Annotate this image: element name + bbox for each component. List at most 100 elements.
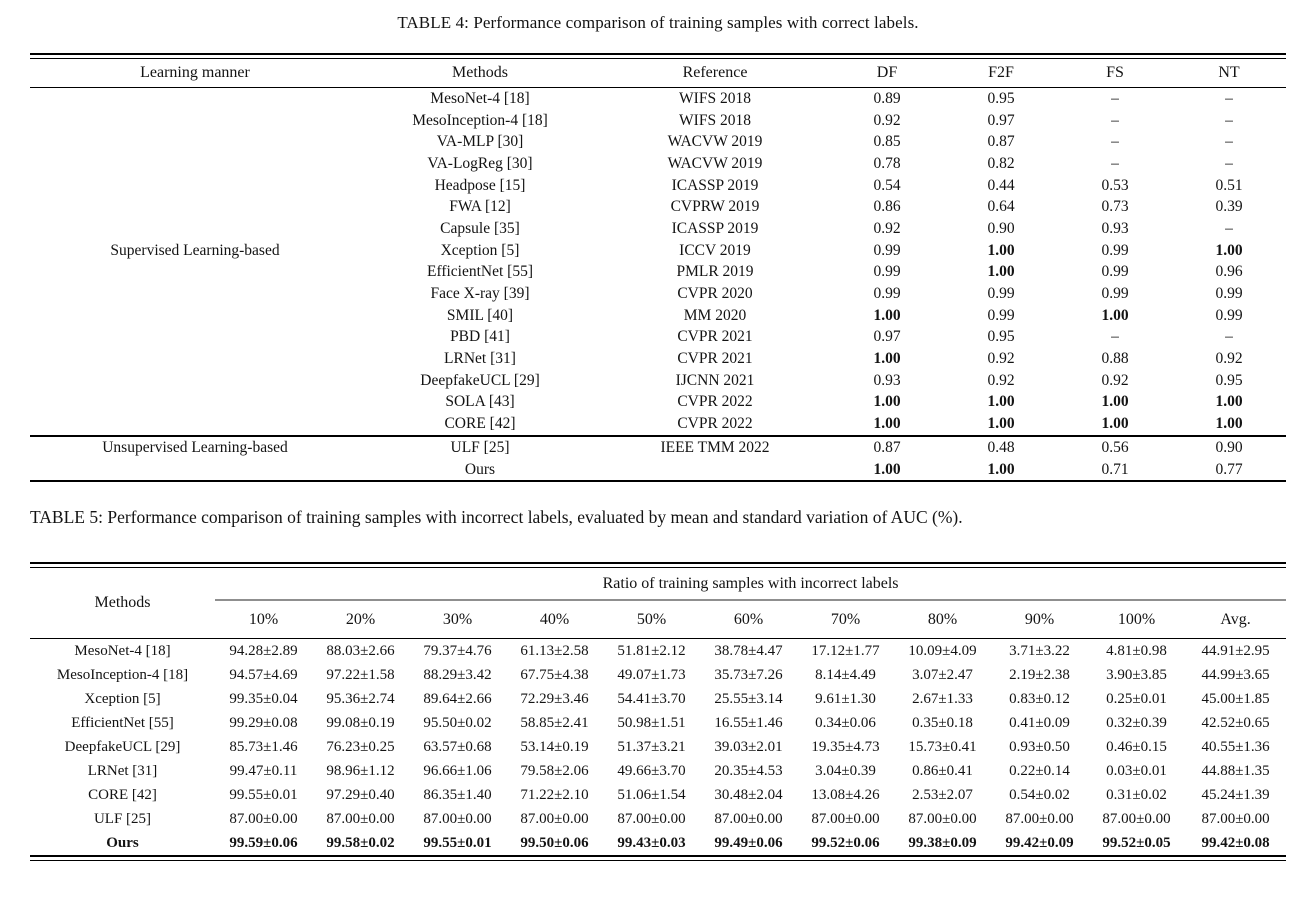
value-cell: 67.75±4.38 — [520, 666, 589, 683]
value-cell: 0.77 — [1215, 460, 1243, 478]
column-header-70pct: 70% — [797, 600, 894, 640]
learning-manner-cell — [30, 327, 360, 349]
reference-cell: WIFS 2018 — [679, 111, 751, 129]
column-header-30pct: 30% — [409, 600, 506, 640]
value-cell: 99.52±0.06 — [811, 834, 880, 851]
value-cell: 44.91±2.95 — [1201, 642, 1270, 659]
column-header-40pct: 40% — [506, 600, 603, 640]
value-cell: 58.85±2.41 — [520, 714, 589, 731]
learning-manner-cell — [30, 413, 360, 437]
table-row: SMIL [40] MM 2020 1.00 0.99 1.00 0.99 — [30, 305, 1286, 327]
value-cell: 96.66±1.06 — [423, 762, 492, 779]
value-cell: 45.00±1.85 — [1201, 690, 1270, 707]
value-cell: 88.03±2.66 — [326, 642, 395, 659]
reference-cell: WACVW 2019 — [667, 154, 763, 172]
value-cell: 99.52±0.05 — [1102, 834, 1171, 851]
method-cell: CORE [42] — [360, 413, 600, 437]
span-header-ratio: Ratio of training samples with incorrect… — [215, 568, 1287, 602]
value-cell: 86.35±1.40 — [423, 786, 492, 803]
value-cell: 0.99 — [1101, 263, 1129, 281]
value-cell: 0.96 — [1215, 263, 1243, 281]
table-row: MesoNet-4 [18] WIFS 2018 0.89 0.95 – – — [30, 88, 1286, 110]
value-cell: 38.78±4.47 — [714, 642, 783, 659]
value-cell: 87.00±0.00 — [326, 810, 395, 827]
value-cell: 44.88±1.35 — [1201, 762, 1270, 779]
value-cell: 2.67±1.33 — [912, 690, 973, 707]
table5-caption: TABLE 5: Performance comparison of train… — [30, 507, 963, 528]
column-header-100pct: 100% — [1088, 600, 1185, 640]
table-row: DeepfakeUCL [29] 85.73±1.46 76.23±0.25 63.5… — [30, 735, 1286, 759]
value-cell: 0.93 — [1101, 219, 1129, 237]
learning-manner-cell — [30, 392, 360, 414]
table-row: MesoInception-4 [18] 94.57±4.69 97.22±1.58… — [30, 663, 1286, 687]
value-cell: – — [1225, 154, 1233, 172]
value-cell: – — [1225, 111, 1233, 129]
value-cell: – — [1111, 111, 1119, 129]
value-cell: 0.95 — [1215, 371, 1243, 389]
method-cell: ULF [25] — [450, 438, 510, 456]
value-cell: 0.54±0.02 — [1009, 786, 1070, 803]
table-row: MesoNet-4 [18] 94.28±2.89 88.03±2.66 79.37±… — [30, 639, 1286, 664]
value-cell: 0.22±0.14 — [1009, 762, 1070, 779]
value-cell: – — [1225, 133, 1233, 151]
value-cell: 0.99 — [873, 263, 901, 281]
value-cell: 0.92 — [873, 219, 901, 237]
value-cell: 0.03±0.01 — [1106, 762, 1167, 779]
reference-cell: CVPR 2022 — [677, 393, 753, 411]
value-cell: 3.07±2.47 — [912, 666, 973, 683]
reference-cell: ICASSP 2019 — [671, 219, 759, 237]
method-cell: FWA [12] — [449, 198, 511, 216]
table-row: PBD [41] CVPR 2021 0.97 0.95 – – — [30, 327, 1286, 349]
value-cell: 0.85 — [873, 133, 901, 151]
value-cell: 0.54 — [873, 176, 901, 194]
value-cell: 99.35±0.04 — [229, 690, 298, 707]
table-row: CORE [42] CVPR 2022 1.00 1.00 1.00 1.00 — [30, 413, 1286, 437]
method-cell: Headpose [15] — [434, 176, 526, 194]
value-cell: 87.00±0.00 — [908, 810, 977, 827]
value-cell: 1.00 — [873, 393, 901, 411]
value-cell: 87.00±0.00 — [714, 810, 783, 827]
value-cell: 35.73±7.26 — [714, 666, 783, 683]
value-cell: 0.99 — [1101, 285, 1129, 303]
table-row: VA-MLP [30] WACVW 2019 0.85 0.87 – – — [30, 131, 1286, 153]
value-cell: – — [1111, 154, 1119, 172]
value-cell: 0.73 — [1101, 198, 1129, 216]
value-cell: 99.43±0.03 — [617, 834, 686, 851]
learning-manner-cell — [30, 131, 360, 153]
method-cell: VA-LogReg [30] — [427, 154, 533, 172]
learning-manner-cell — [30, 88, 360, 110]
learning-manner-cell — [30, 459, 360, 482]
value-cell: 50.98±1.51 — [617, 714, 686, 731]
table-row: DeepfakeUCL [29] IJCNN 2021 0.93 0.92 0.92 0.… — [30, 370, 1286, 392]
method-cell: MesoNet-4 [18] — [430, 89, 530, 107]
table4-header-row: Learning manner Methods Reference DF F2F… — [30, 59, 1286, 88]
value-cell: 2.19±2.38 — [1009, 666, 1070, 683]
value-cell: 99.59±0.06 — [229, 834, 298, 851]
value-cell: 0.48 — [987, 438, 1015, 456]
method-cell: LRNet [31] — [444, 350, 516, 368]
value-cell: 45.24±1.39 — [1201, 786, 1270, 803]
table5-bottom-rule — [30, 855, 1286, 862]
method-cell: SMIL [40] — [446, 306, 514, 324]
value-cell: 0.86±0.41 — [912, 762, 973, 779]
table-row: SOLA [43] CVPR 2022 1.00 1.00 1.00 1.00 — [30, 392, 1286, 414]
table-row: LRNet [31] CVPR 2021 1.00 0.92 0.88 0.92 — [30, 348, 1286, 370]
value-cell: 98.96±1.12 — [326, 762, 395, 779]
value-cell: 0.97 — [873, 328, 901, 346]
method-cell: SOLA [43] — [445, 393, 515, 411]
value-cell: 99.42±0.09 — [1005, 834, 1074, 851]
column-header-methods: Methods — [360, 59, 600, 88]
column-header-reference: Reference — [600, 59, 830, 88]
value-cell: 0.44 — [987, 176, 1015, 194]
value-cell: 0.95 — [987, 328, 1015, 346]
value-cell: 0.90 — [987, 219, 1015, 237]
column-header-60pct: 60% — [700, 600, 797, 640]
value-cell: 0.39 — [1215, 198, 1243, 216]
value-cell: 0.34±0.06 — [815, 714, 876, 731]
method-cell: MesoInception-4 [18] — [412, 111, 548, 129]
table-row: Xception [5] 99.35±0.04 95.36±2.74 89.64±2.… — [30, 687, 1286, 711]
column-header-f2f: F2F — [944, 59, 1058, 88]
value-cell: 17.12±1.77 — [811, 642, 880, 659]
value-cell: 1.00 — [987, 393, 1015, 411]
method-cell: EfficientNet [55] — [426, 263, 534, 281]
